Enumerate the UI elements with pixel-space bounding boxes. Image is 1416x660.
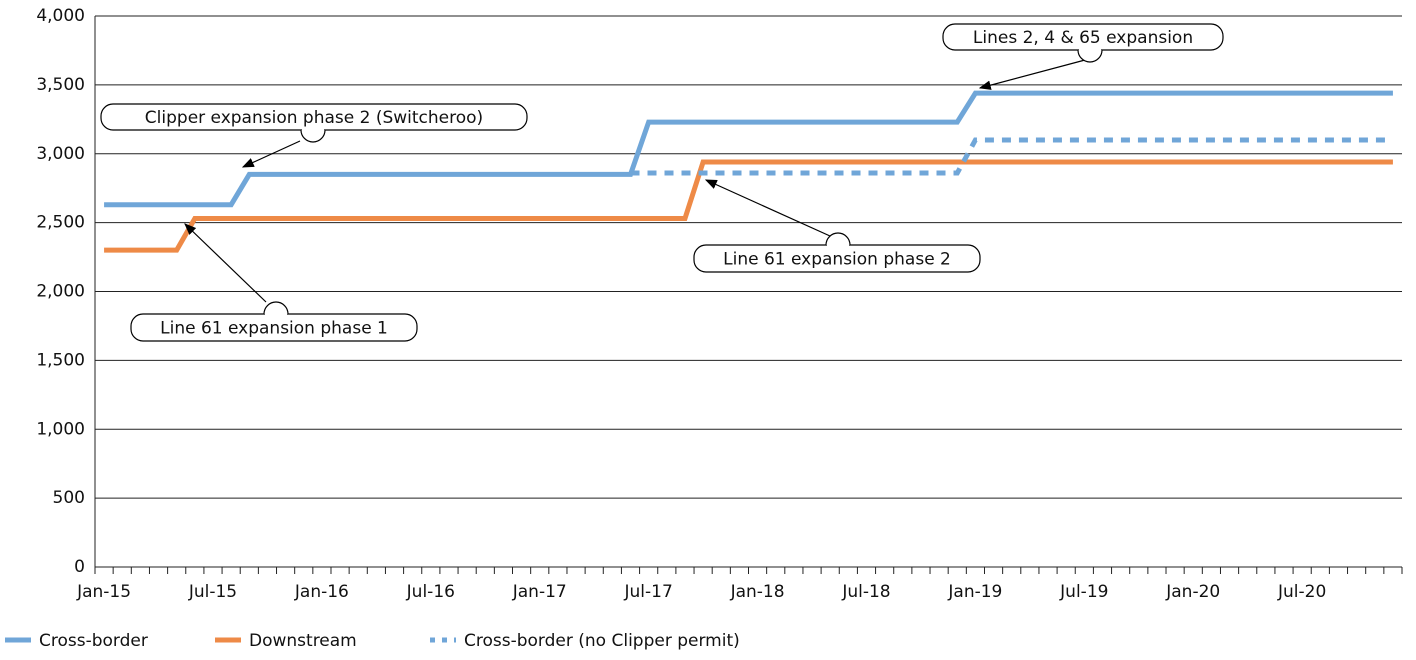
x-tick-label: Jan-15 [76, 582, 131, 602]
annotation-arrow [241, 140, 301, 168]
annotation-arrow [978, 59, 1086, 90]
y-tick-label: 1,000 [36, 419, 85, 439]
legend-label: Downstream [249, 631, 357, 651]
y-tick-label: 3,500 [36, 75, 85, 95]
annotation-box [130, 313, 418, 342]
series-line [104, 90, 1393, 208]
series-line [630, 137, 1393, 176]
y-tick-label: 2,500 [36, 213, 85, 233]
annotation-box [942, 23, 1224, 51]
x-tick-label: Jul-19 [1059, 582, 1108, 602]
x-tick-label: Jan-18 [730, 582, 785, 602]
annotation-box [693, 244, 981, 273]
legend-label: Cross-border (no Clipper permit) [464, 631, 740, 651]
annotation-arrow [704, 179, 831, 237]
x-tick-label: Jan-17 [512, 582, 567, 602]
y-tick-label: 2,000 [36, 282, 85, 302]
annotation-text: Lines 2, 4 & 65 expansion [973, 28, 1193, 48]
x-tick-label: Jan-16 [294, 582, 349, 602]
x-tick-label: Jul-18 [841, 582, 890, 602]
annotation-box [100, 103, 528, 131]
y-tick-label: 500 [53, 488, 85, 508]
annotation-text: Line 61 expansion phase 2 [723, 250, 951, 270]
x-tick-label: Jan-19 [947, 582, 1002, 602]
x-tick-label: Jul-16 [406, 582, 455, 602]
x-tick-label: Jul-20 [1277, 582, 1326, 602]
annotation-bump [300, 129, 326, 143]
x-tick-label: Jul-17 [624, 582, 673, 602]
x-tick-label: Jan-20 [1165, 582, 1220, 602]
x-tick-label: Jul-15 [188, 582, 237, 602]
y-tick-label: 1,500 [36, 350, 85, 370]
y-tick-label: 4,000 [36, 6, 85, 26]
annotation-arrow [184, 223, 267, 303]
series-line [104, 159, 1393, 253]
annotation-text: Line 61 expansion phase 1 [160, 319, 388, 339]
y-tick-label: 3,000 [36, 144, 85, 164]
annotation-text: Clipper expansion phase 2 (Switcheroo) [145, 108, 483, 128]
annotation-bump [263, 301, 289, 315]
annotation-bump [825, 232, 851, 246]
annotation-bump [1077, 49, 1103, 63]
y-tick-label: 0 [74, 557, 85, 577]
legend-label: Cross-border [39, 631, 148, 651]
